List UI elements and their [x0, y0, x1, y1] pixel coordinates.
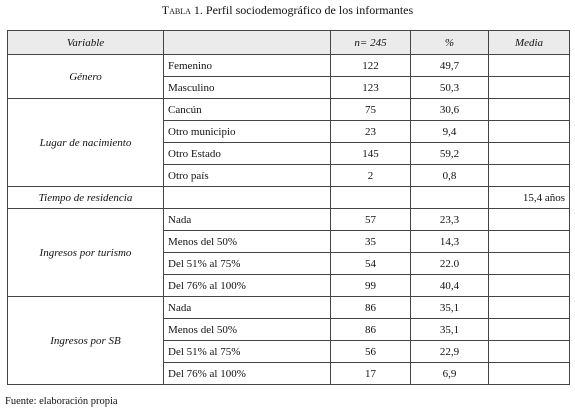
- count-cell: 86: [330, 296, 411, 319]
- category-cell: Menos del 50%: [163, 230, 331, 253]
- percent-cell: 40,4: [410, 274, 489, 297]
- mean-cell: [488, 164, 570, 187]
- count-cell: 54: [330, 252, 411, 275]
- table-row: Del 76% al 100% 99 40,4: [8, 274, 570, 297]
- mean-cell: [488, 142, 570, 165]
- category-cell: Masculino: [163, 76, 331, 99]
- header-cell: [163, 30, 331, 55]
- mean-cell: 15,4 años: [488, 186, 570, 209]
- category-cell: Nada: [163, 296, 331, 319]
- count-cell: 145: [330, 142, 411, 165]
- table-row: Menos del 50% 35 14,3: [8, 230, 570, 253]
- mean-cell: [488, 362, 570, 385]
- count-cell: [330, 186, 411, 209]
- category-cell: Del 76% al 100%: [163, 362, 331, 385]
- footnote: Fuente: elaboración propia: [5, 396, 118, 407]
- percent-cell: 30,6: [410, 98, 489, 121]
- percent-cell: 22.0: [410, 252, 489, 275]
- table-row: Menos del 50% 86 35,1: [8, 318, 570, 341]
- percent-cell: 59,2: [410, 142, 489, 165]
- percent-cell: 35,1: [410, 296, 489, 319]
- variable-cell: Ingresos por turismo: [7, 208, 164, 297]
- count-cell: 35: [330, 230, 411, 253]
- category-cell: Del 76% al 100%: [163, 274, 331, 297]
- percent-cell: 22,9: [410, 340, 489, 363]
- header-cell: Variable: [7, 30, 164, 55]
- count-cell: 17: [330, 362, 411, 385]
- category-cell: Del 51% al 75%: [163, 252, 331, 275]
- mean-cell: [488, 318, 570, 341]
- table-row: Del 51% al 75% 54 22.0: [8, 252, 570, 275]
- category-cell: Cancún: [163, 98, 331, 121]
- count-cell: 23: [330, 120, 411, 143]
- table-row: Del 76% al 100% 17 6,9: [8, 362, 570, 385]
- header-cell: Media: [488, 30, 570, 55]
- title-text: Perfil sociodemográfico de los informant…: [205, 3, 414, 17]
- category-cell: Del 51% al 75%: [163, 340, 331, 363]
- table-title: Tabla 1. Perfil sociodemográfico de los …: [0, 3, 575, 18]
- category-cell: [163, 186, 331, 209]
- mean-cell: [488, 208, 570, 231]
- count-cell: 99: [330, 274, 411, 297]
- count-cell: 57: [330, 208, 411, 231]
- category-cell: Otro país: [163, 164, 331, 187]
- mean-cell: [488, 230, 570, 253]
- category-cell: Nada: [163, 208, 331, 231]
- count-cell: 123: [330, 76, 411, 99]
- table-row: Ingresos por SB Nada 86 35,1: [7, 296, 570, 385]
- category-cell: Femenino: [163, 54, 331, 77]
- variable-cell: Tiempo de residencia: [7, 186, 164, 209]
- table-row: Del 51% al 75% 56 22,9: [8, 340, 570, 363]
- count-cell: 122: [330, 54, 411, 77]
- mean-cell: [488, 340, 570, 363]
- percent-cell: [410, 186, 489, 209]
- header-cell: %: [410, 30, 489, 55]
- percent-cell: 14,3: [410, 230, 489, 253]
- mean-cell: [488, 98, 570, 121]
- category-cell: Otro municipio: [163, 120, 331, 143]
- mean-cell: [488, 54, 570, 77]
- percent-cell: 35,1: [410, 318, 489, 341]
- header-cell: n= 245: [330, 30, 411, 55]
- mean-cell: [488, 274, 570, 297]
- count-cell: 86: [330, 318, 411, 341]
- percent-cell: 23,3: [410, 208, 489, 231]
- mean-cell: [488, 120, 570, 143]
- mean-cell: [488, 76, 570, 99]
- count-cell: 75: [330, 98, 411, 121]
- percent-cell: 0,8: [410, 164, 489, 187]
- mean-cell: [488, 252, 570, 275]
- title-label: Tabla 1.: [161, 3, 203, 17]
- percent-cell: 6,9: [410, 362, 489, 385]
- category-cell: Otro Estado: [163, 142, 331, 165]
- table-row: Género Femenino 122 49,7: [7, 54, 570, 99]
- percent-cell: 50,3: [410, 76, 489, 99]
- percent-cell: 49,7: [410, 54, 489, 77]
- table-row: Tiempo de residencia 15,4 años: [7, 186, 570, 209]
- table-row: Ingresos por turismo Nada 57 23,3: [7, 208, 570, 297]
- count-cell: 2: [330, 164, 411, 187]
- variable-cell: Lugar de nacimiento: [7, 98, 164, 187]
- table-body: Variable n= 245 % Media Género Femenino 12…: [7, 30, 570, 385]
- category-cell: Menos del 50%: [163, 318, 331, 341]
- variable-cell: Género: [7, 54, 164, 99]
- mean-cell: [488, 296, 570, 319]
- table: Variable n= 245 % Media Género Femenino 12…: [7, 30, 570, 385]
- percent-cell: 9,4: [410, 120, 489, 143]
- variable-cell: Ingresos por SB: [7, 296, 164, 385]
- count-cell: 56: [330, 340, 411, 363]
- header-row: Variable n= 245 % Media: [7, 30, 570, 55]
- table-row: Lugar de nacimiento Cancún 75 30,6: [7, 98, 570, 187]
